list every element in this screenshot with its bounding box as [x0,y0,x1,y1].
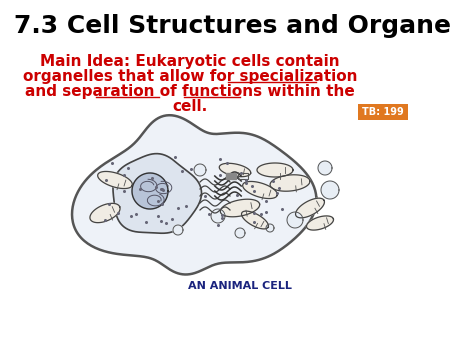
Polygon shape [257,163,293,177]
Polygon shape [113,154,202,233]
FancyBboxPatch shape [358,104,408,120]
Polygon shape [90,203,120,223]
Polygon shape [220,199,260,217]
Polygon shape [243,182,277,198]
Polygon shape [321,181,339,199]
Text: organelles that allow for specialization: organelles that allow for specialization [23,69,357,84]
Polygon shape [194,164,206,176]
Text: Main Idea: Eukaryotic cells contain: Main Idea: Eukaryotic cells contain [40,54,340,69]
Bar [238,173,248,179]
Text: TB: 199: TB: 199 [362,107,404,117]
Polygon shape [270,175,310,191]
Polygon shape [318,161,332,175]
Bar [226,173,236,179]
Polygon shape [98,171,132,189]
Polygon shape [219,163,251,177]
Text: and separation of functions within the: and separation of functions within the [25,84,355,99]
Text: cell.: cell. [172,99,207,114]
Text: AN ANIMAL CELL: AN ANIMAL CELL [188,281,292,291]
Polygon shape [306,216,333,230]
Polygon shape [235,228,245,238]
Polygon shape [287,212,303,228]
Polygon shape [242,211,269,229]
Polygon shape [72,115,316,274]
Polygon shape [266,224,274,232]
Polygon shape [296,198,324,218]
Polygon shape [211,209,225,223]
Polygon shape [173,225,183,235]
Text: 7.3 Cell Structures and Organelles: 7.3 Cell Structures and Organelles [14,14,450,38]
Polygon shape [132,173,168,209]
